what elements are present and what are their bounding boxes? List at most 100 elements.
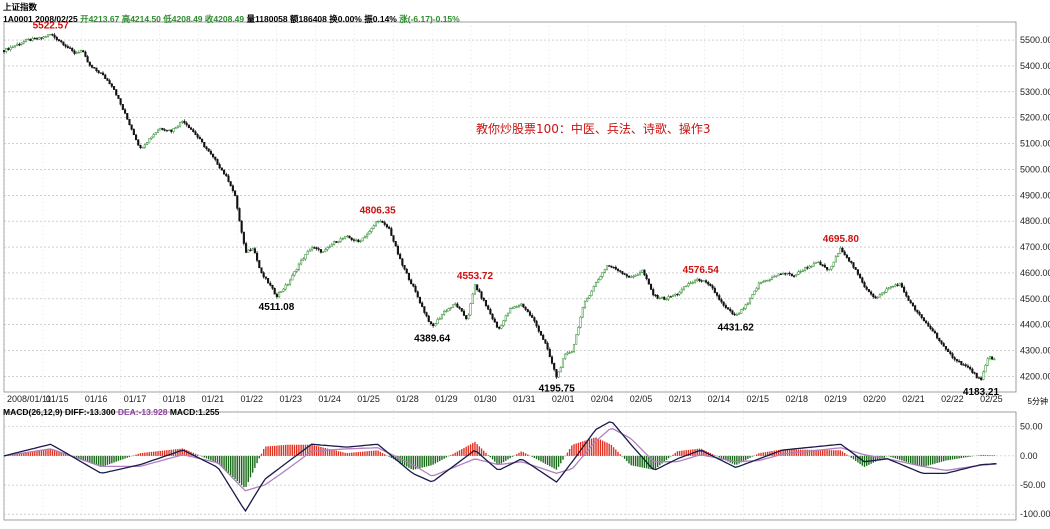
x-tick-label: 02/19 [824,394,847,404]
candle-body [707,282,710,285]
candle-body [667,296,670,300]
candle-body [920,314,923,318]
candle-body [819,261,822,266]
candle-body [729,308,732,312]
candle-body [715,292,719,296]
price-tick-label: 4300.00 [1020,346,1050,356]
price-tick-label: 5200.00 [1020,113,1050,123]
price-tick-label: 5500.00 [1020,35,1050,45]
candle-body [46,34,50,37]
candle-body [159,127,162,131]
candle-body [964,364,967,367]
candle-body [495,321,499,328]
candle-body [40,37,43,39]
candle-body [555,369,558,378]
candle-body [832,261,835,267]
candle-body [918,311,921,315]
candle-body [500,325,503,329]
candle-body [403,265,406,270]
candle-body [980,377,983,380]
candle-body [396,245,399,255]
quote-date: 2008/02/25 [35,14,78,24]
candle-body [385,224,388,228]
candle-body [713,287,716,293]
candle-body [718,295,721,300]
candle-body [425,312,428,317]
candle-body [559,367,562,373]
candle-body [839,247,842,254]
candle-body [845,254,848,258]
candle-body [300,259,303,265]
quote-low: 低4208.49 [163,14,203,24]
candle-body [878,294,881,298]
candle-body [977,377,980,379]
candle-body [892,285,895,288]
candle-body [969,366,972,370]
candle-body [31,37,34,41]
candle-body [201,138,204,143]
candle-body [295,269,298,272]
candle-body [944,346,947,350]
candle-body [603,269,606,273]
candle-body [808,265,811,269]
candle-body [280,290,283,293]
candle-body [66,46,69,48]
candle-body [592,286,595,292]
candle-body [553,363,556,370]
candle-body [535,320,538,327]
candle-body [355,239,358,242]
candle-body [16,44,19,46]
candle-body [245,243,248,253]
candle-body [64,44,67,47]
candle-body [93,67,96,69]
candle-body [247,249,250,253]
macd-diff-line [3,421,997,513]
candle-body [572,343,576,352]
candle-body [5,48,8,53]
candle-body [896,284,899,286]
candle-body [478,289,481,293]
candle-body [260,267,263,273]
candle-body [333,241,336,245]
candle-body [619,270,622,272]
candle-body [137,139,140,146]
candle-body [308,249,311,252]
candle-body [744,304,747,309]
macd-tick-label: 0.00 [1020,451,1038,461]
candle-body [986,358,989,366]
candle-body [108,80,111,85]
candle-body [264,276,267,279]
candle-body [625,274,628,277]
candle-body [306,251,309,255]
candle-body [115,89,118,96]
candle-body [416,291,419,298]
candle-body [106,78,109,81]
candle-body [689,282,692,285]
candle-body [528,311,532,316]
candle-body [152,134,155,138]
candle-body [533,317,536,322]
quote-close: 收4208.49 [204,14,245,24]
candle-body [738,313,741,315]
candle-body [346,235,349,237]
candle-body [777,273,780,277]
candle-body [275,293,278,298]
price-tick-label: 4400.00 [1020,320,1050,330]
quote-high: 高4214.50 [121,14,161,24]
candle-body [788,272,791,275]
candle-body [966,365,969,368]
candle-body [742,308,745,310]
candle-body [771,276,774,280]
candle-body [612,266,615,269]
candle-body [883,292,886,294]
candle-body [401,258,404,266]
candle-body [647,278,650,285]
candle-body [779,273,782,275]
candle-body [489,309,492,315]
x-tick-label: 02/14 [708,394,731,404]
quote-amplitude: 振0.14% [364,14,397,24]
candle-body [502,320,505,326]
candle-body [991,356,994,360]
candle-body [848,257,851,262]
candle-body [841,247,844,253]
